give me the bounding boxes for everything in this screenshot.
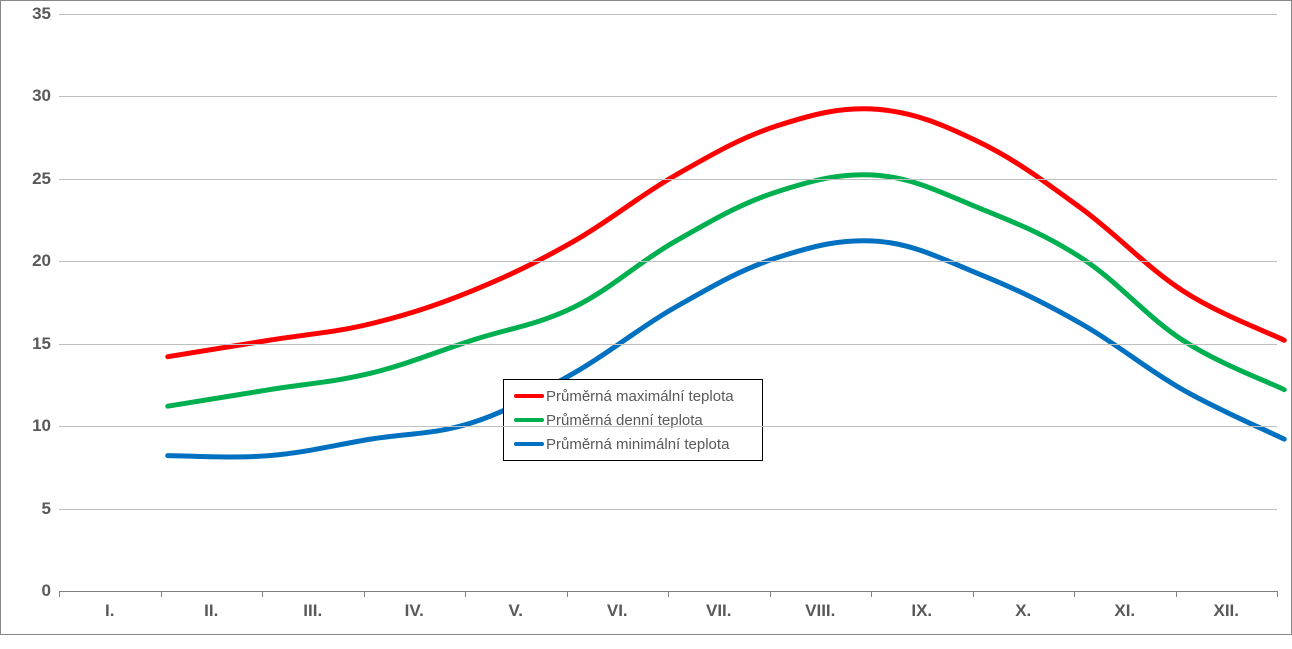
legend-label: Průměrná maximální teplota bbox=[546, 388, 734, 405]
gridline-y bbox=[59, 96, 1277, 97]
legend-item: Průměrná maximální teplota bbox=[514, 384, 752, 408]
plot-area bbox=[59, 14, 1277, 591]
x-tick-label: I. bbox=[105, 601, 114, 621]
gridline-y bbox=[59, 426, 1277, 427]
x-tick-mark bbox=[567, 591, 568, 597]
x-tick-mark bbox=[1176, 591, 1177, 597]
series-line bbox=[168, 175, 1285, 406]
y-tick-label: 10 bbox=[11, 416, 51, 436]
legend-swatch bbox=[514, 442, 544, 446]
x-tick-mark bbox=[973, 591, 974, 597]
legend-swatch bbox=[514, 394, 544, 398]
gridline-y bbox=[59, 261, 1277, 262]
x-tick-label: IV. bbox=[405, 601, 424, 621]
x-tick-label: IX. bbox=[911, 601, 932, 621]
series-lines bbox=[59, 14, 1292, 649]
x-tick-label: VII. bbox=[706, 601, 732, 621]
x-tick-label: V. bbox=[508, 601, 523, 621]
x-tick-label: XII. bbox=[1213, 601, 1239, 621]
x-tick-mark bbox=[59, 591, 60, 597]
chart-frame: Průměrná maximální teplota Průměrná denní… bbox=[0, 0, 1292, 635]
legend-item: Průměrná minimální teplota bbox=[514, 432, 752, 456]
y-tick-label: 25 bbox=[11, 169, 51, 189]
legend: Průměrná maximální teplota Průměrná denní… bbox=[503, 379, 763, 461]
x-tick-label: VI. bbox=[607, 601, 628, 621]
gridline-y bbox=[59, 14, 1277, 15]
x-tick-mark bbox=[871, 591, 872, 597]
x-tick-mark bbox=[364, 591, 365, 597]
y-tick-label: 0 bbox=[11, 581, 51, 601]
x-tick-label: II. bbox=[204, 601, 218, 621]
x-tick-label: VIII. bbox=[805, 601, 835, 621]
gridline-y bbox=[59, 344, 1277, 345]
x-tick-mark bbox=[161, 591, 162, 597]
gridline-y bbox=[59, 509, 1277, 510]
x-tick-label: X. bbox=[1015, 601, 1031, 621]
x-tick-label: III. bbox=[303, 601, 322, 621]
x-tick-mark bbox=[770, 591, 771, 597]
x-tick-mark bbox=[668, 591, 669, 597]
y-tick-label: 35 bbox=[11, 4, 51, 24]
y-tick-label: 20 bbox=[11, 251, 51, 271]
x-tick-label: XI. bbox=[1114, 601, 1135, 621]
x-tick-mark bbox=[1277, 591, 1278, 597]
y-tick-label: 5 bbox=[11, 499, 51, 519]
x-tick-mark bbox=[465, 591, 466, 597]
legend-label: Průměrná minimální teplota bbox=[546, 436, 729, 453]
y-tick-label: 30 bbox=[11, 86, 51, 106]
x-tick-mark bbox=[262, 591, 263, 597]
y-tick-label: 15 bbox=[11, 334, 51, 354]
x-tick-mark bbox=[1074, 591, 1075, 597]
legend-item: Průměrná denní teplota bbox=[514, 408, 752, 432]
legend-swatch bbox=[514, 418, 544, 422]
series-line bbox=[168, 109, 1285, 357]
gridline-y bbox=[59, 179, 1277, 180]
